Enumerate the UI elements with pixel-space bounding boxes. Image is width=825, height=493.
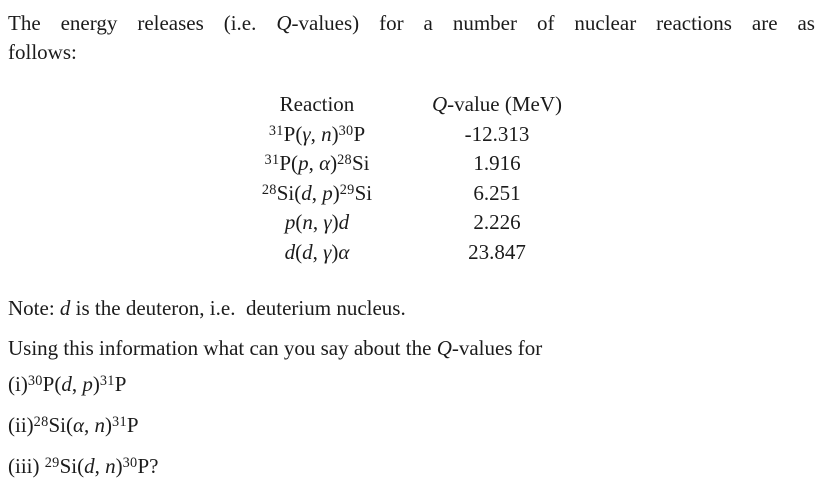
column-header-qvalue: Q-value (MeV) bbox=[431, 92, 563, 116]
qvalue-cell: 1.916 bbox=[473, 151, 521, 175]
list-item-iii: (iii) 29Si(d, n)30P? bbox=[8, 454, 159, 478]
qvalue-cell: -12.313 bbox=[464, 121, 530, 146]
table-row: 28Si(d, p)29Si 6.251 bbox=[237, 179, 815, 209]
table-header-row: Reaction Q-value (MeV) bbox=[237, 90, 815, 120]
reaction-formula: 28Si(d, p)29Si bbox=[261, 180, 373, 205]
qvalue-cell: 23.847 bbox=[468, 239, 526, 264]
table-row: 31P(γ, n)30P -12.313 bbox=[237, 120, 815, 150]
list-item-i: (i)30P(d, p)31P bbox=[8, 372, 127, 396]
intro-line-2: follows: bbox=[8, 40, 77, 64]
qvalue-cell: 6.251 bbox=[473, 180, 521, 205]
reaction-formula: 31P(γ, n)30P bbox=[268, 121, 366, 146]
table-row: d(d, γ)α 23.847 bbox=[237, 238, 815, 268]
table-row: 31P(p, α)28Si 1.916 bbox=[237, 149, 815, 179]
qvalue-cell: 2.226 bbox=[473, 210, 521, 234]
reaction-formula: 31P(p, α)28Si bbox=[264, 151, 370, 175]
table-row: p(n, γ)d 2.226 bbox=[237, 208, 815, 238]
document-page: The energy releases (i.e. Q-values) for … bbox=[8, 11, 815, 478]
intro-line-1: The energy releases (i.e. Q-values) for … bbox=[8, 11, 815, 35]
reaction-formula: p(n, γ)d bbox=[284, 210, 350, 234]
note-text: Note: d is the deuteron, i.e. deuterium … bbox=[8, 296, 406, 320]
question-text: Using this information what can you say … bbox=[8, 336, 543, 360]
reaction-formula: d(d, γ)α bbox=[284, 239, 350, 264]
list-item-ii: (ii)28Si(α, n)31P bbox=[8, 413, 139, 437]
reactions-table: Reaction Q-value (MeV) 31P(γ, n)30P -12.… bbox=[237, 90, 815, 267]
column-header-reaction: Reaction bbox=[279, 92, 355, 116]
